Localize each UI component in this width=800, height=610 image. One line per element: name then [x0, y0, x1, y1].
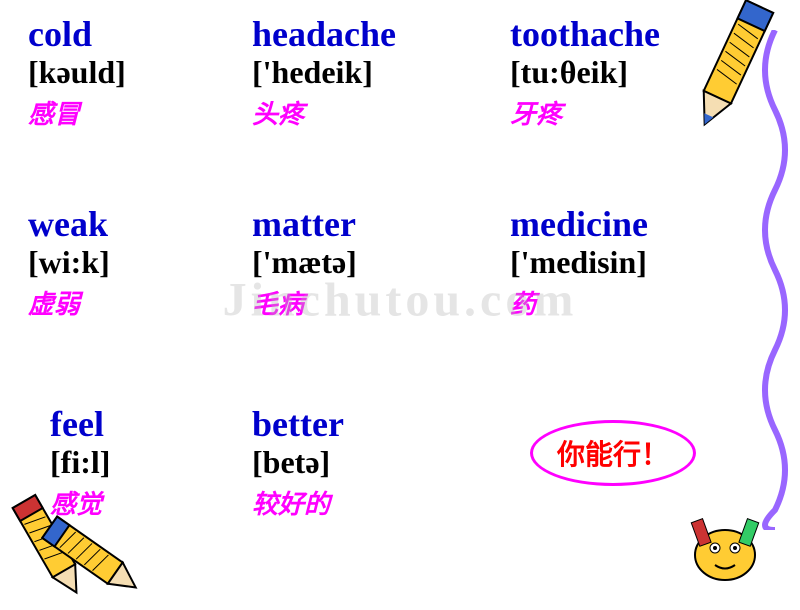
- bubble-text: 你能行！: [557, 439, 669, 470]
- english-word: cold: [28, 16, 126, 52]
- chinese-meaning: 较好的: [252, 484, 344, 521]
- word-better: better [betə] 较好的: [252, 406, 344, 521]
- crayon-icon-bottom-left: [0, 470, 170, 610]
- english-word: matter: [252, 206, 357, 242]
- english-word: better: [252, 406, 344, 442]
- word-matter: matter ['mætə] 毛病: [252, 206, 357, 321]
- encouragement-bubble: 你能行！: [530, 420, 696, 486]
- phonetic: [betə]: [252, 446, 344, 478]
- word-weak: weak [wi:k] 虚弱: [28, 206, 110, 321]
- phonetic: ['mætə]: [252, 246, 357, 278]
- english-word: weak: [28, 206, 110, 242]
- chinese-meaning: 牙疼: [510, 94, 660, 131]
- english-word: medicine: [510, 206, 648, 242]
- english-word: feel: [50, 406, 110, 442]
- english-word: toothache: [510, 16, 660, 52]
- word-headache: headache ['hedeik] 头疼: [252, 16, 396, 131]
- word-toothache: toothache [tu:θeik] 牙疼: [510, 16, 660, 131]
- vocabulary-slide: { "words": [ {"en": "cold", "ph": "[kəul…: [0, 0, 800, 600]
- phonetic: ['medisin]: [510, 246, 648, 278]
- chinese-meaning: 药: [510, 284, 648, 321]
- word-cold: cold [kəuld] 感冒: [28, 16, 126, 131]
- chinese-meaning: 毛病: [252, 284, 357, 321]
- chinese-meaning: 虚弱: [28, 284, 110, 321]
- crayon-icon-top: [670, 0, 790, 150]
- phonetic: [kəuld]: [28, 56, 126, 88]
- phonetic: [wi:k]: [28, 246, 110, 278]
- chinese-meaning: 感冒: [28, 94, 126, 131]
- phonetic: ['hedeik]: [252, 56, 396, 88]
- chinese-meaning: 头疼: [252, 94, 396, 131]
- phonetic: [tu:θeik]: [510, 56, 660, 88]
- english-word: headache: [252, 16, 396, 52]
- word-medicine: medicine ['medisin] 药: [510, 206, 648, 321]
- cartoon-icon: [680, 500, 770, 590]
